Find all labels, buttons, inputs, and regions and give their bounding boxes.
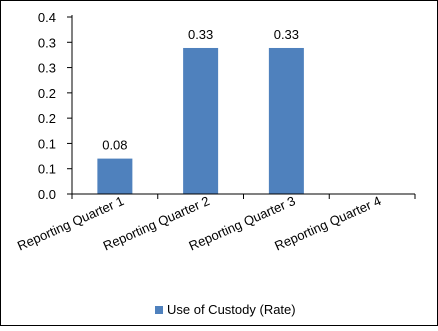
- y-tick-label: 0.2: [38, 111, 56, 126]
- legend-label-use-of-custody: Use of Custody (Rate): [167, 302, 296, 317]
- y-axis-ticks: 0.0 0.1 0.1 0.2 0.2 0.3 0.3 0.4: [38, 10, 72, 202]
- y-tick-label: 0.2: [38, 86, 56, 101]
- legend-swatch: [155, 306, 163, 314]
- y-tick-label: 0.1: [38, 136, 56, 151]
- bar-1: [97, 158, 133, 194]
- y-tick-label: 0.4: [38, 10, 56, 25]
- data-label-2: 0.33: [188, 27, 213, 42]
- bar-2: [183, 47, 219, 194]
- bar-3: [268, 47, 304, 194]
- data-label-3: 0.33: [274, 27, 299, 42]
- legend: Use of Custody (Rate): [155, 302, 296, 317]
- data-label-1: 0.08: [102, 138, 127, 153]
- bars-group: [97, 47, 304, 194]
- y-tick-label: 0.0: [38, 187, 56, 202]
- data-labels-group: 0.08 0.33 0.33: [102, 27, 299, 153]
- y-tick-label: 0.1: [38, 162, 56, 177]
- y-tick-label: 0.3: [38, 61, 56, 76]
- y-tick-label: 0.3: [38, 35, 56, 50]
